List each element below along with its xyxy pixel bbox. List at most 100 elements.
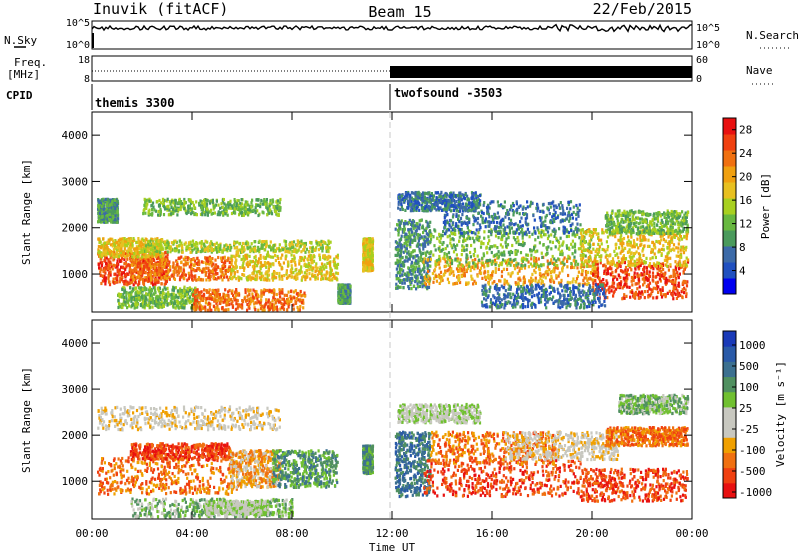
data-cell [362, 254, 365, 258]
data-cell [362, 248, 365, 253]
data-cell [143, 197, 146, 201]
data-cell [426, 240, 429, 244]
data-cell [140, 249, 144, 253]
data-cell [131, 271, 134, 275]
data-cell [142, 267, 145, 271]
data-cell [325, 270, 328, 274]
data-cell [419, 243, 422, 247]
data-cell [425, 219, 428, 224]
data-cell [244, 210, 248, 214]
data-cell [298, 262, 301, 266]
data-cell [266, 276, 269, 280]
data-cell [266, 273, 269, 277]
data-cell [116, 268, 119, 272]
data-cell [106, 263, 109, 268]
data-cell [127, 272, 130, 276]
data-cell [165, 265, 168, 269]
data-cell [278, 277, 281, 281]
data-cell [265, 205, 268, 209]
data-cell [268, 307, 271, 311]
data-cell [130, 281, 133, 285]
data-cell [290, 264, 293, 268]
data-cell [215, 241, 218, 245]
data-cell [275, 276, 278, 280]
data-cell [349, 289, 352, 293]
data-cell [154, 290, 157, 294]
data-cell [151, 254, 154, 258]
data-cell [189, 288, 192, 293]
data-cell [419, 218, 422, 223]
data-cell [298, 298, 302, 302]
data-cell [284, 240, 288, 244]
data-cell [242, 261, 245, 265]
data-cell [195, 296, 198, 300]
data-cell [256, 297, 259, 301]
data-cell [134, 264, 137, 268]
data-cell [109, 273, 112, 277]
data-cell [254, 240, 257, 244]
data-cell [119, 244, 122, 248]
data-cell [254, 249, 257, 253]
data-cell [116, 259, 119, 263]
data-cell [362, 242, 365, 246]
data-cell [122, 253, 125, 258]
data-cell [147, 288, 151, 292]
freq-tick-bottom: 8 [84, 74, 90, 85]
data-cell [371, 254, 374, 258]
data-cell [362, 251, 365, 255]
data-cell [238, 242, 241, 246]
data-cell [117, 238, 120, 242]
data-cell [167, 207, 170, 211]
data-cell [403, 235, 406, 239]
data-cell [220, 270, 223, 274]
data-cell [138, 243, 141, 247]
data-cell [300, 270, 303, 274]
data-cell [176, 289, 179, 293]
data-cell [149, 257, 152, 261]
data-cell [112, 248, 115, 252]
data-cell [148, 303, 151, 308]
data-cell [333, 275, 336, 279]
data-cell [259, 254, 262, 258]
data-cell [113, 242, 116, 246]
data-cell [259, 257, 262, 261]
data-cell [312, 274, 315, 278]
data-cell [201, 278, 204, 282]
data-cell [258, 257, 261, 261]
data-cell [236, 253, 239, 258]
data-cell [159, 261, 162, 265]
data-cell [157, 256, 160, 260]
data-cell [151, 275, 154, 279]
data-cell [177, 296, 180, 300]
data-cell [244, 299, 247, 303]
data-cell [144, 278, 147, 282]
data-cell [222, 198, 225, 202]
data-cell [336, 266, 339, 270]
data-cell [215, 267, 218, 271]
data-cell [341, 293, 344, 297]
data-cell [151, 270, 154, 275]
data-cell [145, 204, 148, 208]
data-cell [214, 264, 217, 268]
data-cell [247, 304, 250, 308]
data-cell [102, 269, 105, 273]
data-cell [398, 268, 401, 272]
data-cell [173, 209, 176, 213]
data-cell [117, 217, 120, 221]
data-cell [109, 260, 112, 264]
data-cell [126, 250, 130, 254]
data-cell [315, 268, 318, 272]
data-cell [330, 272, 333, 276]
data-cell [275, 292, 278, 297]
data-cell [134, 291, 137, 295]
data-cell [107, 209, 110, 213]
data-cell [349, 284, 352, 288]
data-cell [189, 263, 193, 267]
data-cell [235, 203, 238, 208]
data-cell [214, 288, 217, 292]
data-cell [217, 276, 220, 280]
data-cell [337, 292, 340, 296]
data-cell [226, 213, 229, 217]
data-cell [298, 259, 301, 263]
data-cell [276, 213, 279, 217]
